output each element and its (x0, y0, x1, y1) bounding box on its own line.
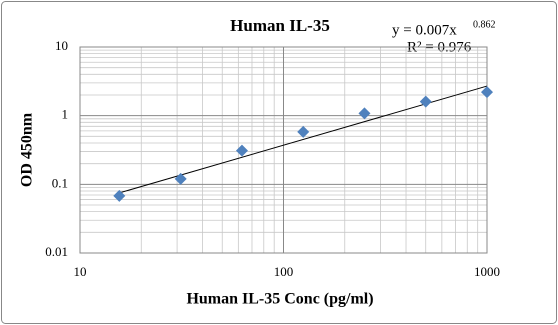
plot-border (79, 46, 488, 254)
point (297, 125, 310, 138)
x-tick-label: 100 (274, 264, 294, 279)
y-tick-label: 0.01 (45, 244, 68, 259)
point (358, 107, 371, 120)
x-tick-label: 1000 (474, 264, 500, 279)
point (419, 95, 432, 108)
y-axis-label: OD 450nm (19, 112, 36, 187)
point (235, 144, 248, 157)
equation-exponent: 0.862 (473, 19, 496, 30)
y-tick-label: 10 (55, 38, 68, 53)
x-tick-label: 10 (74, 264, 87, 279)
point (174, 172, 187, 185)
y-tick-label: 0.1 (52, 175, 68, 190)
chart-title: Human IL-35 (230, 16, 330, 35)
point (481, 86, 493, 99)
x-axis-label: Human IL-35 Conc (pg/ml) (186, 291, 373, 308)
y-tick-label: 1 (62, 107, 69, 122)
point (113, 189, 126, 202)
equation: y = 0.007x (392, 22, 457, 38)
